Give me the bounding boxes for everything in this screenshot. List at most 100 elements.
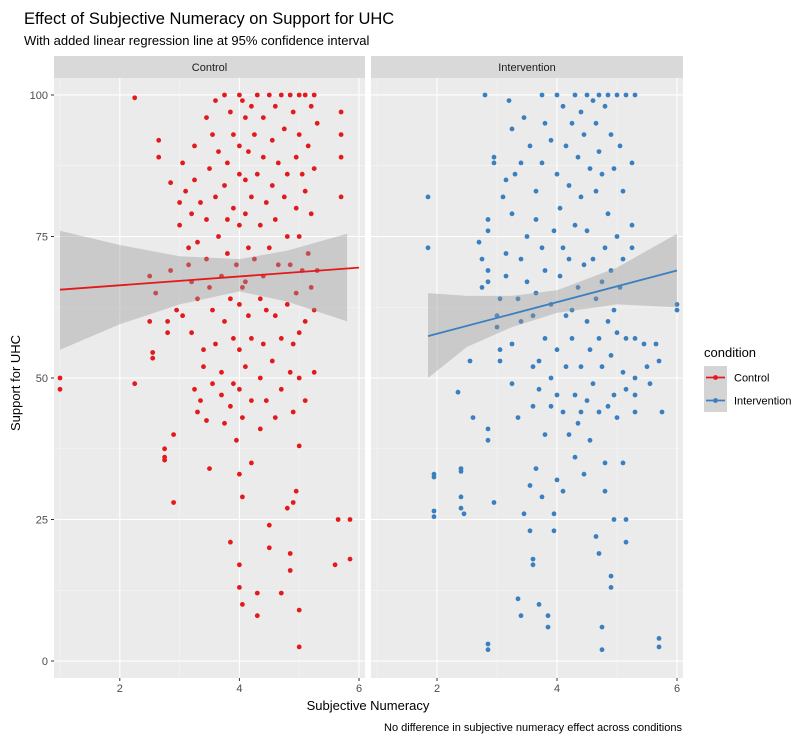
data-point (506, 98, 512, 103)
data-point (240, 98, 245, 103)
data-point (308, 285, 314, 290)
data-point (572, 222, 578, 228)
data-point (515, 415, 521, 420)
data-point (240, 602, 245, 607)
data-point (563, 313, 569, 319)
data-point (605, 319, 611, 324)
data-point (551, 228, 557, 234)
data-point (485, 426, 491, 432)
data-point (237, 302, 242, 307)
data-point (269, 358, 275, 364)
data-point (608, 353, 614, 358)
data-point (656, 644, 662, 650)
data-point (311, 369, 317, 375)
data-point (302, 188, 308, 194)
data-point (287, 369, 293, 375)
data-point (566, 183, 572, 188)
data-point (512, 171, 518, 177)
data-point (132, 381, 138, 387)
data-point (237, 92, 242, 98)
data-point (548, 375, 554, 381)
data-point (302, 398, 308, 403)
data-point (593, 534, 599, 539)
data-point (632, 92, 638, 98)
data-point (290, 500, 296, 505)
data-point (293, 488, 299, 494)
chart-caption: No difference in subjective numeracy eff… (384, 722, 682, 734)
data-point (311, 92, 317, 98)
data-point (189, 211, 195, 217)
data-point (599, 279, 605, 285)
data-point (608, 585, 614, 590)
data-point (210, 307, 215, 313)
data-point (554, 392, 560, 398)
data-point (560, 488, 566, 494)
data-point (260, 154, 266, 160)
data-point (518, 160, 524, 166)
data-point (605, 403, 611, 409)
x-tick-label: 6 (356, 683, 362, 695)
data-point (222, 92, 227, 98)
data-point (596, 336, 602, 341)
data-point (593, 296, 599, 302)
data-point (515, 296, 521, 302)
data-point (287, 92, 293, 98)
data-point (521, 115, 527, 120)
data-point (272, 103, 278, 109)
data-point (581, 262, 587, 268)
data-point (272, 313, 278, 319)
data-point (623, 539, 629, 545)
data-point (204, 115, 209, 120)
data-point (204, 256, 209, 262)
data-point (240, 285, 245, 290)
data-point (569, 120, 575, 126)
data-point (284, 234, 290, 239)
chart-subtitle: With added linear regression line at 95%… (24, 33, 370, 48)
data-point (132, 95, 138, 101)
data-point (602, 103, 608, 109)
data-point (162, 446, 168, 452)
data-point (275, 160, 281, 166)
data-point (533, 188, 539, 194)
data-point (533, 290, 539, 296)
data-point (213, 98, 218, 103)
data-point (485, 647, 491, 653)
data-point (590, 381, 596, 387)
data-point (237, 585, 242, 590)
y-tick-label: 0 (42, 656, 48, 668)
data-point (629, 222, 635, 228)
data-point (231, 132, 236, 138)
data-point (231, 381, 236, 387)
data-point (228, 296, 233, 302)
data-point (581, 132, 587, 138)
data-point (162, 457, 168, 463)
data-point (237, 562, 242, 568)
data-point (485, 217, 491, 222)
data-point (171, 500, 177, 505)
data-point (455, 389, 461, 395)
data-point (524, 279, 530, 285)
data-point (296, 375, 302, 381)
data-point (485, 228, 491, 234)
data-point (485, 279, 491, 285)
data-point (596, 149, 602, 155)
data-point (497, 296, 503, 302)
data-point (461, 511, 467, 517)
confidence-band (60, 230, 348, 350)
data-point (338, 194, 344, 200)
data-point (290, 409, 296, 415)
data-point (207, 285, 212, 290)
legend-label: Intervention (734, 396, 791, 408)
data-point (293, 154, 299, 160)
data-point (632, 392, 638, 398)
data-point (254, 613, 260, 619)
data-point (237, 171, 242, 177)
data-point (503, 177, 509, 183)
data-point (599, 171, 605, 177)
data-point (566, 432, 572, 437)
data-point (521, 511, 527, 517)
data-point (195, 239, 200, 245)
x-tick-label: 2 (117, 683, 123, 695)
data-point (536, 386, 542, 392)
data-point (530, 556, 536, 562)
